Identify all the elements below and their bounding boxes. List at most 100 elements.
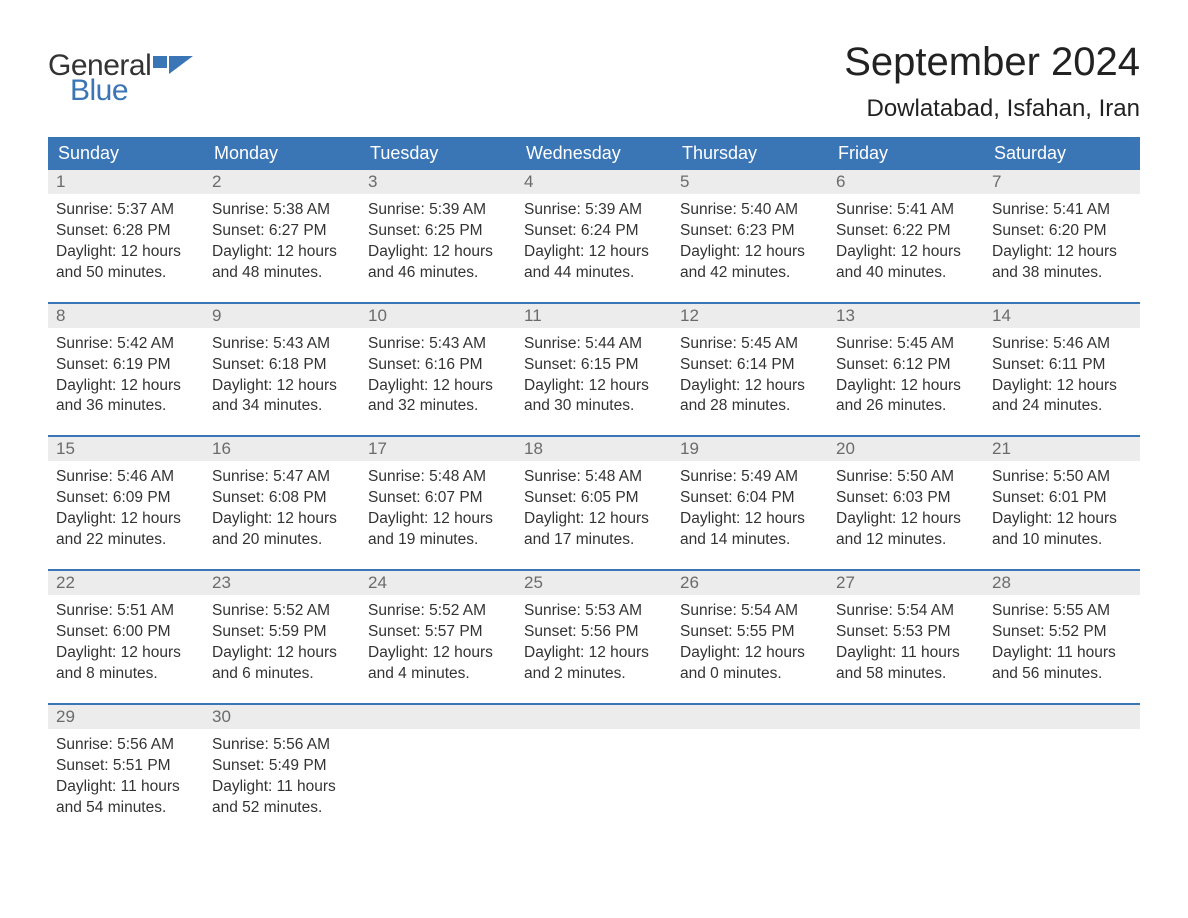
day-cell: 15Sunrise: 5:46 AMSunset: 6:09 PMDayligh… [48, 437, 204, 555]
day-number: 8 [48, 304, 204, 328]
day-number: 22 [48, 571, 204, 595]
daylight-text-2: and 22 minutes. [56, 530, 196, 551]
sunset-text: Sunset: 5:51 PM [56, 756, 196, 777]
sunrise-text: Sunrise: 5:54 AM [680, 601, 820, 622]
day-body: Sunrise: 5:39 AMSunset: 6:25 PMDaylight:… [360, 194, 516, 288]
day-number: 26 [672, 571, 828, 595]
sunrise-text: Sunrise: 5:41 AM [992, 200, 1132, 221]
daylight-text-2: and 14 minutes. [680, 530, 820, 551]
daylight-text-1: Daylight: 12 hours [368, 242, 508, 263]
daylight-text-2: and 32 minutes. [368, 396, 508, 417]
month-title: September 2024 [844, 40, 1140, 85]
sunrise-text: Sunrise: 5:51 AM [56, 601, 196, 622]
day-cell: 18Sunrise: 5:48 AMSunset: 6:05 PMDayligh… [516, 437, 672, 555]
sunrise-text: Sunrise: 5:56 AM [56, 735, 196, 756]
day-number: 2 [204, 170, 360, 194]
day-number: 12 [672, 304, 828, 328]
day-cell: 9Sunrise: 5:43 AMSunset: 6:18 PMDaylight… [204, 304, 360, 422]
daylight-text-2: and 58 minutes. [836, 664, 976, 685]
day-cell: 6Sunrise: 5:41 AMSunset: 6:22 PMDaylight… [828, 170, 984, 288]
day-body: Sunrise: 5:40 AMSunset: 6:23 PMDaylight:… [672, 194, 828, 288]
day-body: Sunrise: 5:56 AMSunset: 5:49 PMDaylight:… [204, 729, 360, 823]
daylight-text-2: and 0 minutes. [680, 664, 820, 685]
day-body: Sunrise: 5:53 AMSunset: 5:56 PMDaylight:… [516, 595, 672, 689]
daylight-text-1: Daylight: 12 hours [836, 509, 976, 530]
daylight-text-1: Daylight: 12 hours [836, 376, 976, 397]
sunrise-text: Sunrise: 5:56 AM [212, 735, 352, 756]
sunset-text: Sunset: 6:08 PM [212, 488, 352, 509]
day-body: Sunrise: 5:48 AMSunset: 6:05 PMDaylight:… [516, 461, 672, 555]
day-number: 21 [984, 437, 1140, 461]
day-cell: 16 Sunrise: 5:47 AMSunset: 6:08 PMDayligh… [204, 437, 360, 555]
daylight-text-1: Daylight: 12 hours [56, 376, 196, 397]
daylight-text-1: Daylight: 12 hours [680, 509, 820, 530]
sunset-text: Sunset: 6:22 PM [836, 221, 976, 242]
day-number: 20 [828, 437, 984, 461]
sunset-text: Sunset: 6:00 PM [56, 622, 196, 643]
day-cell: 20Sunrise: 5:50 AMSunset: 6:03 PMDayligh… [828, 437, 984, 555]
weekday-header: Friday [828, 137, 984, 170]
sunrise-text: Sunrise: 5:40 AM [680, 200, 820, 221]
weekday-header-row: Sunday Monday Tuesday Wednesday Thursday… [48, 137, 1140, 170]
weekday-header: Saturday [984, 137, 1140, 170]
day-number: 9 [204, 304, 360, 328]
day-cell: 26Sunrise: 5:54 AMSunset: 5:55 PMDayligh… [672, 571, 828, 689]
daylight-text-1: Daylight: 12 hours [212, 509, 352, 530]
daylight-text-2: and 44 minutes. [524, 263, 664, 284]
sunrise-text: Sunrise: 5:48 AM [524, 467, 664, 488]
sunset-text: Sunset: 6:28 PM [56, 221, 196, 242]
day-body: Sunrise: 5:52 AMSunset: 5:57 PMDaylight:… [360, 595, 516, 689]
logo: General Blue [48, 52, 193, 104]
day-body: Sunrise: 5:46 AMSunset: 6:11 PMDaylight:… [984, 328, 1140, 422]
sunset-text: Sunset: 6:25 PM [368, 221, 508, 242]
sunrise-text: Sunrise: 5:37 AM [56, 200, 196, 221]
day-number: 5 [672, 170, 828, 194]
sunrise-text: Sunrise: 5:50 AM [992, 467, 1132, 488]
sunset-text: Sunset: 6:16 PM [368, 355, 508, 376]
daylight-text-1: Daylight: 12 hours [680, 643, 820, 664]
sunset-text: Sunset: 6:24 PM [524, 221, 664, 242]
day-number: 16 [204, 437, 360, 461]
day-body: Sunrise: 5:54 AMSunset: 5:55 PMDaylight:… [672, 595, 828, 689]
sunset-text: Sunset: 6:12 PM [836, 355, 976, 376]
daylight-text-1: Daylight: 12 hours [212, 242, 352, 263]
sunrise-text: Sunrise: 5:42 AM [56, 334, 196, 355]
sunrise-text: Sunrise: 5:47 AM [212, 467, 352, 488]
daylight-text-1: Daylight: 12 hours [524, 509, 664, 530]
daylight-text-1: Daylight: 12 hours [680, 242, 820, 263]
logo-word-blue: Blue [70, 77, 193, 104]
daylight-text-1: Daylight: 12 hours [992, 376, 1132, 397]
day-body: Sunrise: 5:48 AMSunset: 6:07 PMDaylight:… [360, 461, 516, 555]
day-number: 23 [204, 571, 360, 595]
location: Dowlatabad, Isfahan, Iran [844, 95, 1140, 123]
day-cell: 10Sunrise: 5:43 AMSunset: 6:16 PMDayligh… [360, 304, 516, 422]
sunset-text: Sunset: 6:01 PM [992, 488, 1132, 509]
weekday-header: Sunday [48, 137, 204, 170]
sunrise-text: Sunrise: 5:38 AM [212, 200, 352, 221]
daylight-text-1: Daylight: 12 hours [992, 242, 1132, 263]
week-row: 8Sunrise: 5:42 AMSunset: 6:19 PMDaylight… [48, 302, 1140, 422]
day-body: Sunrise: 5:55 AMSunset: 5:52 PMDaylight:… [984, 595, 1140, 689]
sunset-text: Sunset: 6:09 PM [56, 488, 196, 509]
day-body: Sunrise: 5:45 AMSunset: 6:14 PMDaylight:… [672, 328, 828, 422]
daylight-text-2: and 19 minutes. [368, 530, 508, 551]
day-number: 7 [984, 170, 1140, 194]
title-block: September 2024 Dowlatabad, Isfahan, Iran [844, 40, 1140, 123]
day-body: Sunrise: 5:41 AMSunset: 6:20 PMDaylight:… [984, 194, 1140, 288]
day-cell: 4Sunrise: 5:39 AMSunset: 6:24 PMDaylight… [516, 170, 672, 288]
sunrise-text: Sunrise: 5:52 AM [368, 601, 508, 622]
day-number: 4 [516, 170, 672, 194]
day-cell: 12Sunrise: 5:45 AMSunset: 6:14 PMDayligh… [672, 304, 828, 422]
day-cell: 19Sunrise: 5:49 AMSunset: 6:04 PMDayligh… [672, 437, 828, 555]
daylight-text-1: Daylight: 12 hours [368, 509, 508, 530]
sunset-text: Sunset: 6:11 PM [992, 355, 1132, 376]
header: General Blue September 2024 Dowlatabad, … [48, 40, 1140, 123]
day-number: 11 [516, 304, 672, 328]
day-cell: 13Sunrise: 5:45 AMSunset: 6:12 PMDayligh… [828, 304, 984, 422]
day-cell: 30Sunrise: 5:56 AMSunset: 5:49 PMDayligh… [204, 705, 360, 823]
daylight-text-2: and 30 minutes. [524, 396, 664, 417]
sunrise-text: Sunrise: 5:39 AM [368, 200, 508, 221]
daylight-text-1: Daylight: 12 hours [524, 643, 664, 664]
empty-day [516, 705, 672, 729]
daylight-text-1: Daylight: 11 hours [992, 643, 1132, 664]
